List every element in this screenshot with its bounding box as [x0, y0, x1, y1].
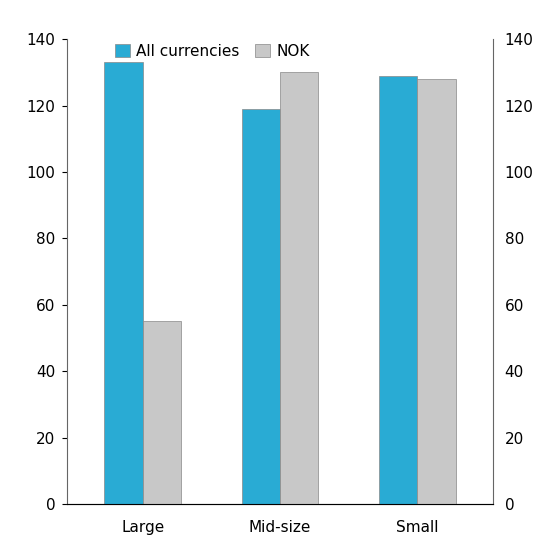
Bar	[241, 109, 280, 504]
Legend: All currencies, NOK: All currencies, NOK	[109, 38, 316, 65]
Bar	[379, 76, 417, 504]
Bar	[280, 72, 319, 504]
Bar	[104, 62, 143, 504]
Bar	[143, 321, 181, 504]
Bar	[417, 79, 456, 504]
